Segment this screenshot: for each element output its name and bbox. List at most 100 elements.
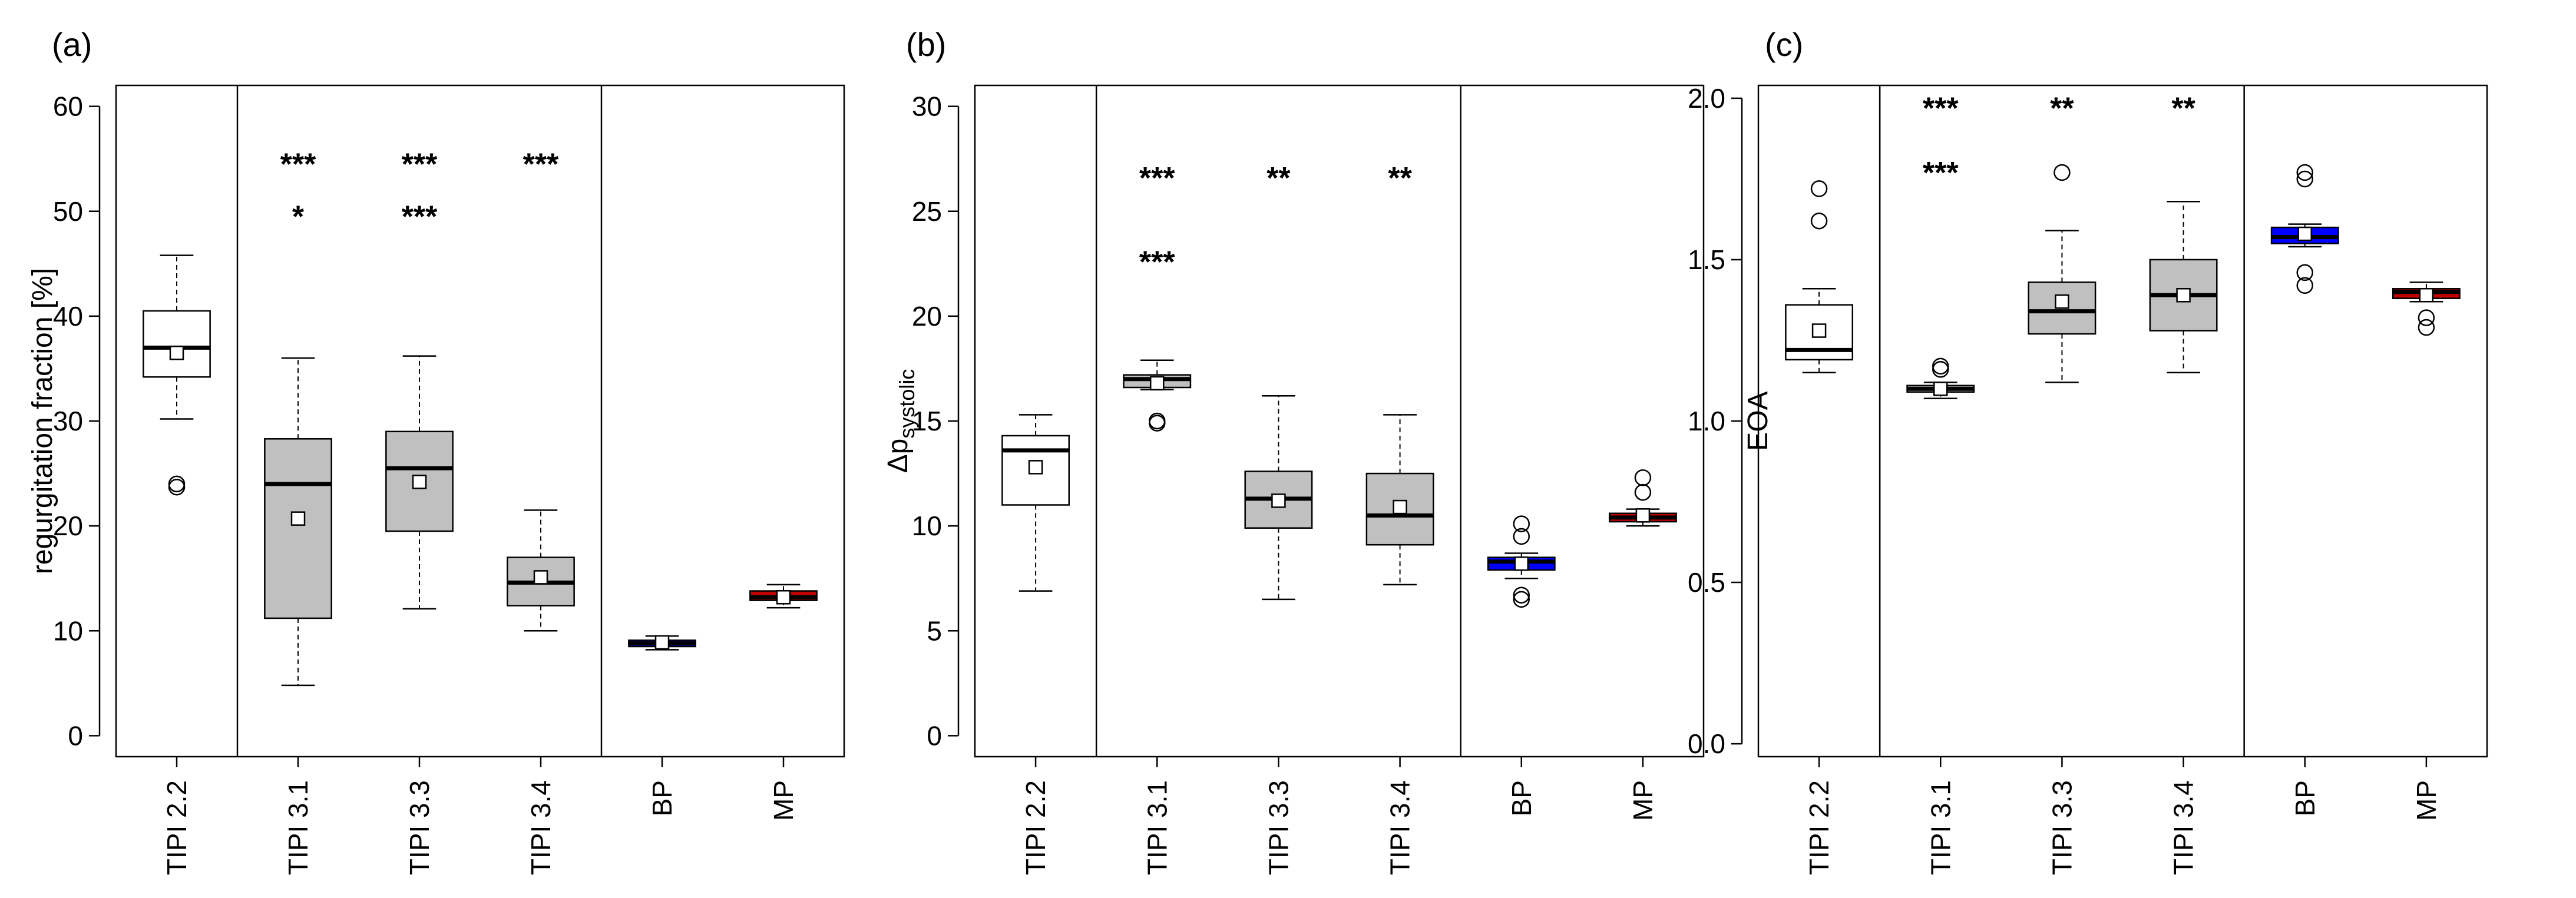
y-axis-label-main: regurgitation fraction [%] bbox=[27, 268, 58, 574]
category-label: TIPI 3.3 bbox=[1263, 780, 1294, 875]
y-tick-label: 2.0 bbox=[1688, 83, 1725, 114]
significance-stars: *** bbox=[523, 148, 559, 182]
category-label: TIPI 3.1 bbox=[1925, 780, 1956, 875]
category-label: TIPI 3.3 bbox=[404, 780, 435, 875]
category-label: BP bbox=[647, 780, 677, 816]
y-tick-label: 40 bbox=[53, 301, 83, 332]
outlier-point bbox=[2296, 170, 2313, 188]
panel-3: 0.0 0.5 1.0 1.5 2.0 TIPI 2.2 TIPI 3.1 TIPI 3.3 T… bbox=[1688, 26, 2488, 875]
mean-marker bbox=[776, 590, 791, 605]
outlier-point bbox=[168, 478, 186, 496]
y-tick-label: 5 bbox=[927, 615, 942, 646]
significance-stars: * bbox=[292, 200, 305, 234]
y-tick-label: 30 bbox=[53, 406, 83, 436]
category-label: TIPI 2.2 bbox=[1804, 780, 1834, 875]
mean-marker bbox=[2419, 288, 2434, 303]
y-tick-label: 0.0 bbox=[1688, 728, 1725, 759]
outlier-point bbox=[1513, 528, 1530, 545]
box-tipi-3-4 bbox=[507, 509, 575, 632]
significance-stars: *** bbox=[1139, 161, 1175, 195]
significance-stars: *** bbox=[402, 148, 438, 182]
y-tick-label: 10 bbox=[53, 615, 83, 646]
significance-stars: *** bbox=[280, 148, 316, 182]
category-label: TIPI 3.3 bbox=[2046, 780, 2077, 875]
outlier-point bbox=[2418, 309, 2435, 326]
box-tipi-3-1 bbox=[1906, 357, 1975, 399]
box-tipi-3-1 bbox=[1123, 359, 1192, 432]
mean-marker bbox=[654, 635, 670, 650]
box-body bbox=[143, 310, 211, 378]
mean-marker bbox=[290, 511, 306, 526]
y-tick-label: 25 bbox=[912, 196, 942, 227]
significance-stars: *** bbox=[1923, 156, 1959, 190]
mean-marker bbox=[1514, 556, 1529, 571]
category-label: MP bbox=[1628, 780, 1658, 821]
panel-label: (a) bbox=[52, 26, 92, 63]
outlier-point bbox=[1932, 361, 1949, 378]
y-tick-label: 1.0 bbox=[1688, 406, 1725, 436]
mean-marker bbox=[1811, 323, 1827, 338]
y-tick-label: 30 bbox=[912, 91, 942, 122]
mean-marker bbox=[2176, 288, 2191, 303]
box-bp bbox=[2270, 164, 2339, 294]
outlier-point bbox=[1149, 412, 1166, 430]
category-label: MP bbox=[2411, 780, 2442, 821]
y-tick-label: 0 bbox=[927, 720, 942, 751]
category-label: BP bbox=[1506, 780, 1537, 816]
box-tipi-3-4 bbox=[1365, 414, 1434, 586]
box-tipi-3-4 bbox=[2149, 201, 2218, 374]
y-axis-label-main: EOA bbox=[1742, 391, 1774, 450]
y-tick-label: 60 bbox=[53, 91, 83, 122]
outlier-point bbox=[1810, 212, 1828, 230]
significance-stars: *** bbox=[1139, 245, 1175, 279]
outlier-point bbox=[1634, 483, 1652, 501]
box-mp bbox=[749, 584, 818, 609]
category-label: TIPI 3.1 bbox=[1142, 780, 1172, 875]
y-tick-label: 0.5 bbox=[1688, 567, 1725, 598]
outlier-point bbox=[2296, 164, 2313, 181]
box-tipi-3-3 bbox=[2028, 164, 2096, 383]
panel-1: 0 10 20 30 40 50 60 TIPI 2.2 TIPI 3.1 TIPI 3.3 TIP… bbox=[27, 26, 845, 875]
significance-stars: *** bbox=[402, 200, 438, 234]
category-label: TIPI 3.4 bbox=[525, 780, 556, 875]
outlier-point bbox=[1932, 357, 1949, 375]
box-tipi-3-1 bbox=[264, 357, 332, 687]
outlier-point bbox=[2053, 164, 2071, 181]
outlier-point bbox=[2296, 264, 2313, 281]
significance-stars: ** bbox=[2050, 91, 2074, 125]
y-axis-label: EOA bbox=[1742, 391, 1774, 450]
mean-marker bbox=[2055, 294, 2069, 309]
panel-label: (b) bbox=[906, 26, 946, 63]
mean-marker bbox=[1028, 460, 1043, 475]
category-label: TIPI 3.4 bbox=[1385, 780, 1416, 875]
significance-stars: *** bbox=[1923, 91, 1959, 125]
outlier-point bbox=[1513, 586, 1530, 604]
plot-frame bbox=[974, 84, 1705, 758]
outlier-point bbox=[2418, 319, 2435, 336]
plot-frame bbox=[115, 84, 845, 758]
box-bp bbox=[1487, 515, 1556, 608]
box-tipi-3-3 bbox=[385, 355, 454, 610]
y-axis-label: regurgitation fraction [%] bbox=[27, 268, 58, 574]
category-label: MP bbox=[768, 780, 799, 821]
mean-marker bbox=[169, 345, 184, 360]
category-label: BP bbox=[2290, 780, 2320, 816]
box-tipi-2-2 bbox=[1785, 180, 1854, 374]
y-tick-label: 20 bbox=[53, 511, 83, 541]
box-bp bbox=[628, 635, 696, 651]
box-tipi-2-2 bbox=[143, 254, 211, 496]
plot-frame bbox=[1757, 84, 2488, 758]
category-label: TIPI 3.1 bbox=[283, 780, 313, 875]
box-mp bbox=[2392, 281, 2461, 336]
y-tick-label: 20 bbox=[912, 301, 942, 332]
outlier-point bbox=[168, 475, 186, 493]
mean-marker bbox=[2297, 226, 2312, 241]
mean-marker bbox=[1933, 381, 1948, 396]
category-label: TIPI 2.2 bbox=[161, 780, 192, 875]
box-body bbox=[264, 438, 332, 619]
category-label: TIPI 3.4 bbox=[2168, 780, 2199, 875]
category-label: TIPI 2.2 bbox=[1020, 780, 1051, 875]
outlier-point bbox=[1634, 469, 1652, 486]
mean-marker bbox=[1393, 499, 1407, 515]
